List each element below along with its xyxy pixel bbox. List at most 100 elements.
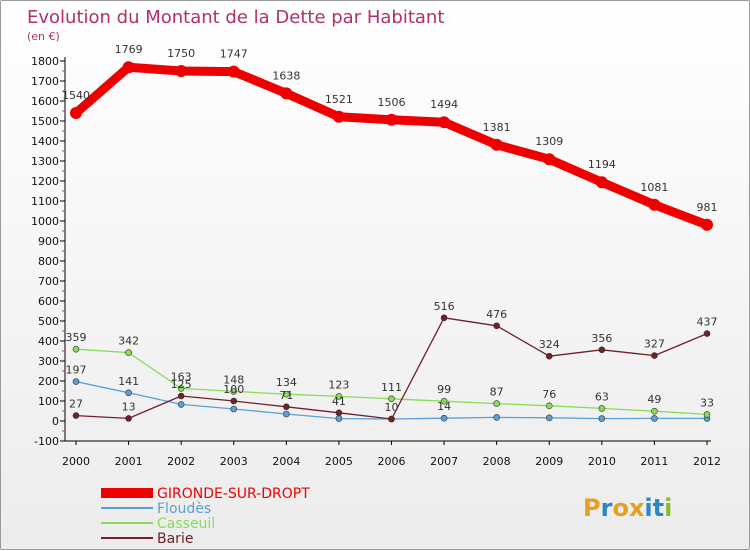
data-label: 1540 xyxy=(62,89,90,102)
y-tick-label: 100 xyxy=(38,395,59,408)
y-tick-label: 1100 xyxy=(31,195,59,208)
data-point xyxy=(72,412,80,419)
data-label: 125 xyxy=(171,378,192,391)
x-tick-label: 2003 xyxy=(220,455,248,468)
y-tick-label: 1500 xyxy=(31,115,59,128)
y-tick-label: 500 xyxy=(38,315,59,328)
data-label: 141 xyxy=(118,375,139,388)
y-tick-label: 1600 xyxy=(31,95,59,108)
data-label: 41 xyxy=(332,395,346,408)
chart-subtitle: (en €) xyxy=(27,30,60,43)
x-tick-label: 2011 xyxy=(640,455,668,468)
data-label: 111 xyxy=(381,381,402,394)
y-tick-label: 1800 xyxy=(31,55,59,68)
data-point xyxy=(283,403,290,411)
x-tick-label: 2008 xyxy=(483,455,511,468)
data-label: 14 xyxy=(437,400,451,413)
chart-title: Evolution du Montant de la Dette par Hab… xyxy=(27,7,444,28)
data-point xyxy=(388,415,395,423)
data-point xyxy=(177,401,185,408)
y-tick-label: 700 xyxy=(38,275,59,288)
data-point xyxy=(648,198,661,211)
data-point xyxy=(335,409,343,417)
y-tick-label: 1200 xyxy=(31,175,59,188)
legend-label: Casseuil xyxy=(157,516,215,532)
data-point xyxy=(545,352,553,360)
data-label: 13 xyxy=(122,400,136,413)
x-tick-label: 2004 xyxy=(272,455,300,468)
data-label: 1494 xyxy=(430,98,458,111)
logo-text: Proxiti xyxy=(583,494,672,522)
data-point xyxy=(280,87,293,100)
data-label: 437 xyxy=(697,316,718,329)
data-point xyxy=(335,393,343,400)
y-tick-label: -100 xyxy=(34,435,59,448)
y-tick-label: 300 xyxy=(38,355,59,368)
x-tick-label: 2007 xyxy=(430,455,458,468)
data-label: 63 xyxy=(595,390,609,403)
data-point xyxy=(385,113,398,126)
x-tick-label: 2006 xyxy=(378,455,406,468)
x-tick-label: 2005 xyxy=(325,455,353,468)
data-point xyxy=(70,107,82,119)
data-point xyxy=(122,61,135,74)
y-tick-label: 1400 xyxy=(31,135,59,148)
data-label: 197 xyxy=(66,364,87,377)
data-label: 87 xyxy=(490,386,504,399)
y-tick-label: 1000 xyxy=(31,215,59,228)
data-point xyxy=(72,345,80,353)
data-point xyxy=(493,414,500,421)
x-tick-label: 2000 xyxy=(62,455,90,468)
y-tick-label: 900 xyxy=(38,235,59,248)
data-point xyxy=(545,402,553,410)
data-point xyxy=(703,330,711,337)
data-label: 148 xyxy=(223,373,244,386)
data-point xyxy=(388,395,395,403)
data-label: 1521 xyxy=(325,93,353,106)
data-label: 324 xyxy=(539,338,560,351)
data-point xyxy=(490,138,503,151)
data-point xyxy=(125,415,132,422)
x-tick-label: 2010 xyxy=(588,455,616,468)
data-point xyxy=(175,65,188,77)
y-tick-label: 400 xyxy=(38,335,59,348)
data-point xyxy=(701,218,713,231)
data-label: 476 xyxy=(486,308,507,321)
data-point xyxy=(72,378,80,385)
data-point xyxy=(335,415,343,422)
data-point xyxy=(230,397,238,405)
data-point xyxy=(440,414,448,422)
series-gironde-sur-dropt: 1540 1769 1750 1747 1638 1521 1506 1494 1381 1309… xyxy=(62,43,718,231)
y-tick-label: 800 xyxy=(38,255,59,268)
data-point xyxy=(125,389,132,397)
data-point xyxy=(177,385,185,392)
data-label: 1750 xyxy=(167,47,195,60)
data-label: 1309 xyxy=(535,135,563,148)
series-barie: 27 13 125 100 71 41 10 516 476 324 356 327 437 xyxy=(69,300,718,423)
legend-label: GIRONDE-SUR-DROPT xyxy=(157,486,310,502)
data-label: 33 xyxy=(700,396,714,409)
y-tick-label: 600 xyxy=(38,295,59,308)
data-point xyxy=(283,410,290,418)
y-tick-label: 1700 xyxy=(31,75,59,88)
x-tick-label: 2001 xyxy=(115,455,143,468)
data-label: 71 xyxy=(279,389,293,402)
data-point xyxy=(230,388,238,395)
data-point xyxy=(595,176,608,189)
data-label: 100 xyxy=(223,383,244,396)
data-point xyxy=(651,352,658,359)
data-point xyxy=(125,349,132,356)
x-tick-label: 2009 xyxy=(535,455,563,468)
data-point xyxy=(598,415,606,422)
data-label: 1506 xyxy=(378,96,406,109)
data-label: 1747 xyxy=(220,48,248,61)
data-label: 163 xyxy=(171,370,192,383)
data-label: 27 xyxy=(69,398,83,411)
axes: -100 0 100 200 300 400 500 600 700 800 900 1000 1100… xyxy=(31,55,721,468)
data-point xyxy=(598,346,606,354)
data-label: 342 xyxy=(118,335,139,348)
data-point xyxy=(230,405,238,413)
